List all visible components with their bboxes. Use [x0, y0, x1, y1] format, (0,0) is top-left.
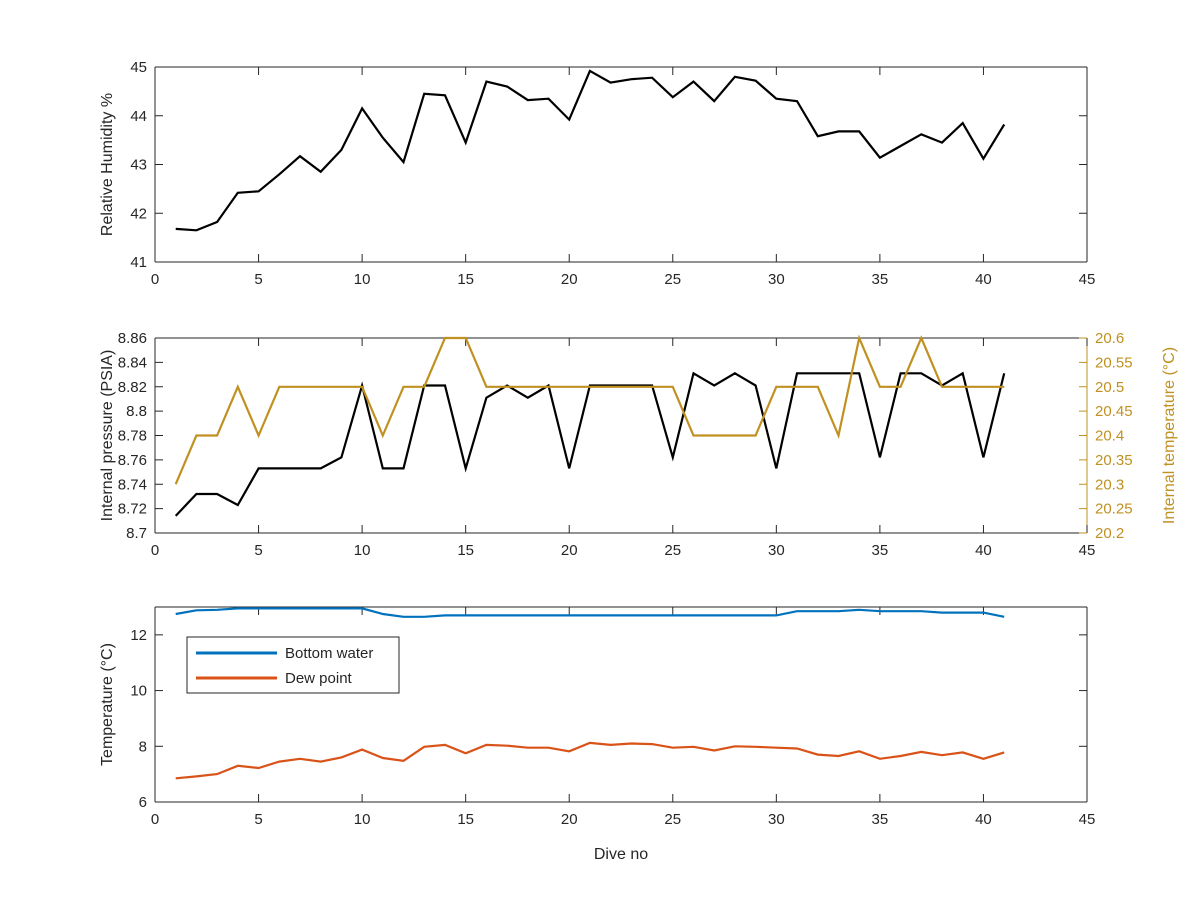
x-tick-label: 5 [254, 542, 262, 559]
humidity-panel: 0 5 10 15 20 25 30 35 40 45 41 42 43 44 45 Relative Hum… [99, 59, 1095, 288]
x-tick-label: 10 [354, 271, 371, 288]
y-right-tick-label: 20.3 [1095, 476, 1124, 493]
x-tick-label: 5 [254, 271, 262, 288]
x-tick-label: 10 [354, 542, 371, 559]
y-axis-label: Internal pressure (PSIA) [99, 350, 116, 522]
x-tick-label: 45 [1079, 271, 1096, 288]
x-tick-label: 40 [975, 542, 992, 559]
y-tick-label: 44 [130, 108, 147, 125]
x-tick-label: 35 [872, 271, 889, 288]
x-axis-label: Dive no [594, 846, 648, 863]
y-tick-label: 45 [130, 59, 147, 76]
x-tick-label: 15 [457, 542, 474, 559]
pressure-temperature-panel: 0 5 10 15 20 25 30 35 40 45 8.7 8.72 8.74 8.76 8.78 8.8… [99, 330, 1178, 559]
y-tick-label: 8.86 [118, 330, 147, 347]
y-right-tick-label: 20.6 [1095, 330, 1124, 347]
x-tick-label: 20 [561, 811, 578, 828]
legend-box [186, 636, 400, 694]
x-tick-label: 30 [768, 271, 785, 288]
x-tick-label: 35 [872, 811, 889, 828]
y-tick-label: 41 [130, 254, 147, 271]
series-line-0 [174, 371, 1006, 517]
x-tick-label: 25 [664, 271, 681, 288]
y-tick-label: 12 [130, 627, 147, 644]
y-right-tick-label: 20.4 [1095, 428, 1124, 445]
series-line-0 [175, 69, 1006, 232]
x-tick-label: 5 [254, 811, 262, 828]
y-tick-label: 8.76 [118, 452, 147, 469]
y-tick-label: 42 [130, 205, 147, 222]
y-right-tick-label: 20.5 [1095, 379, 1124, 396]
x-tick-label: 45 [1079, 542, 1096, 559]
x-tick-label: 25 [664, 542, 681, 559]
y-right-tick-label: 20.2 [1095, 525, 1124, 542]
x-tick-label: 45 [1079, 811, 1096, 828]
y-tick-label: 8.7 [126, 525, 147, 542]
y-tick-label: 8.72 [118, 501, 147, 518]
x-tick-label: 15 [457, 271, 474, 288]
legend-label: Dew point [285, 670, 353, 687]
y-tick-label: 8.74 [118, 476, 147, 493]
series-line-1 [174, 334, 1005, 485]
y-right-axis-label: Internal temperature (°C) [1161, 347, 1178, 524]
x-tick-label: 20 [561, 271, 578, 288]
x-tick-label: 35 [872, 542, 889, 559]
y-right-tick-label: 20.55 [1095, 354, 1133, 371]
x-tick-label: 30 [768, 542, 785, 559]
y-tick-label: 8.84 [118, 354, 147, 371]
y-tick-label: 8.8 [126, 403, 147, 420]
x-tick-label: 20 [561, 542, 578, 559]
y-tick-label: 10 [130, 683, 147, 700]
temperature-panel: 0 5 10 15 20 25 30 35 40 45 6 8 10 12 Temperature (°C)… [99, 606, 1096, 863]
y-tick-label: 8.78 [118, 428, 147, 445]
x-tick-label: 0 [151, 542, 159, 559]
y-right-tick-label: 20.45 [1095, 403, 1133, 420]
x-tick-label: 0 [151, 811, 159, 828]
x-tick-label: 15 [457, 811, 474, 828]
y-tick-label: 6 [139, 794, 147, 811]
legend-label: Bottom water [285, 645, 373, 662]
x-tick-label: 0 [151, 271, 159, 288]
y-tick-label: 43 [130, 157, 147, 174]
x-tick-label: 40 [975, 811, 992, 828]
x-tick-label: 25 [664, 811, 681, 828]
series-line-1 [175, 741, 1005, 780]
y-axis-label: Temperature (°C) [99, 643, 116, 766]
y-right-tick-label: 20.35 [1095, 452, 1133, 469]
y-right-tick-label: 20.25 [1095, 501, 1133, 518]
y-tick-label: 8.82 [118, 379, 147, 396]
x-tick-label: 10 [354, 811, 371, 828]
x-tick-label: 30 [768, 811, 785, 828]
x-tick-label: 40 [975, 271, 992, 288]
y-axis-label: Relative Humidity % [99, 93, 116, 236]
series-line-0 [175, 607, 1005, 618]
y-tick-label: 8 [139, 738, 147, 755]
